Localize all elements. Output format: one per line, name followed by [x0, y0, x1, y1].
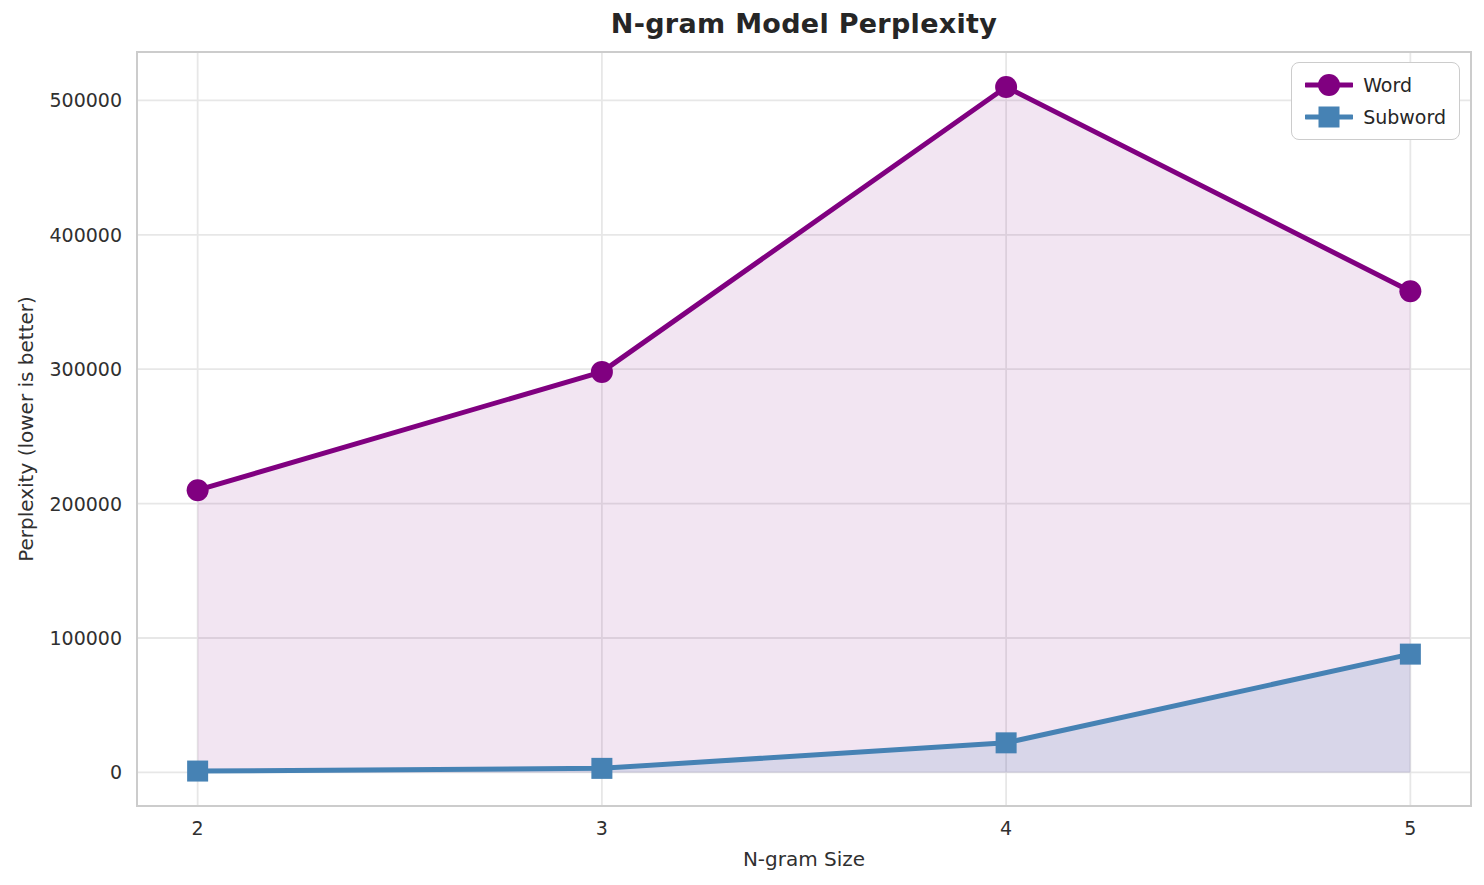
legend-sample-marker — [1318, 74, 1340, 96]
y-tick-label: 0 — [110, 761, 122, 783]
y-tick-label: 200000 — [49, 493, 122, 515]
series-word-point-4 — [995, 76, 1017, 98]
x-tick-label: 2 — [192, 817, 204, 839]
y-tick-label: 300000 — [49, 358, 122, 380]
chart-canvas: 0 100000 200000 300000 400000 500000 2 3 4 5 — [0, 0, 1484, 885]
x-tick-label: 3 — [596, 817, 608, 839]
figure-root: N-gram Model Perplexity 0100000200000300… — [0, 0, 1484, 885]
legend-label: Word — [1363, 70, 1412, 100]
series-word-point-5 — [1399, 280, 1421, 302]
legend-item-word: Word — [1305, 70, 1446, 100]
legend-item-subword: Subword — [1305, 102, 1446, 132]
series-word-area — [198, 87, 1411, 772]
series-subword-point-4 — [996, 732, 1017, 753]
x-tick-label: 5 — [1404, 817, 1416, 839]
series-word-point-3 — [591, 361, 613, 383]
legend-marker-circle-icon — [1305, 71, 1353, 99]
series-word-point-2 — [187, 479, 209, 501]
y-tick-label: 100000 — [49, 627, 122, 649]
y-tick-label: 500000 — [49, 89, 122, 111]
series-subword-point-2 — [187, 761, 208, 782]
series-subword-point-5 — [1400, 644, 1421, 665]
x-axis-label: N-gram Size — [137, 847, 1471, 871]
x-tick-label: 4 — [1000, 817, 1012, 839]
legend-marker-square-icon — [1305, 103, 1353, 131]
legend-box: WordSubword — [1291, 62, 1460, 140]
legend-label: Subword — [1363, 102, 1446, 132]
legend-sample-marker — [1319, 107, 1340, 128]
y-tick-label: 400000 — [49, 224, 122, 246]
series-subword-point-3 — [591, 758, 612, 779]
y-axis-label: Perplexity (lower is better) — [14, 296, 38, 562]
